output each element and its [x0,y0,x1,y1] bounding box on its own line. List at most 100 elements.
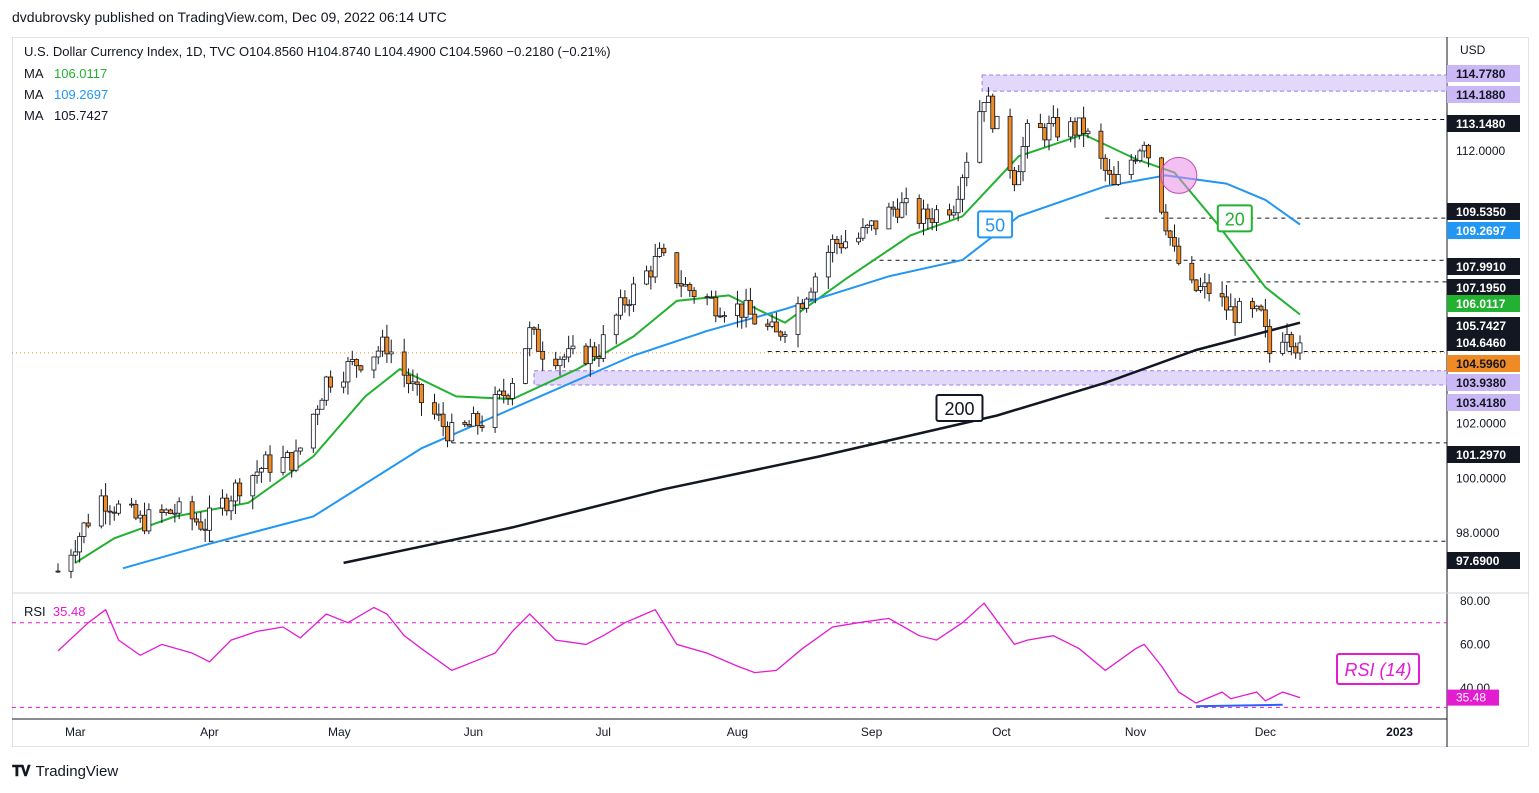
candle-body [358,365,364,371]
candle-body [419,383,424,404]
candle-body [85,522,91,527]
candle-body [1024,123,1030,147]
time-tick: Sep [861,725,883,739]
candle-body [934,209,939,223]
price-tag: 97.6900 [1456,554,1500,568]
ma50-annotation-box [977,210,1014,239]
candle-body [103,495,109,512]
ma200-legend[interactable]: MA 105.7427 [24,108,108,123]
candle-body [739,303,745,318]
candle-body [107,510,113,513]
candle-body [505,395,511,399]
candle-body [207,507,212,531]
candle-body [289,452,295,471]
price-tag: 104.6460 [1456,336,1506,350]
ma50-legend[interactable]: MA 109.2697 [24,87,108,102]
candle-body [527,327,533,350]
candle-body [704,296,710,299]
candle-body [748,299,753,315]
price-tick: 98.0000 [1456,526,1500,540]
candle-body [1228,306,1234,311]
candle-body [159,509,165,513]
rsi-last-tag-bg [1447,689,1499,706]
price-tick: 112.0000 [1456,144,1505,158]
footer[interactable]: 𝐓𝐕 TradingView [12,763,118,780]
candle-body [1042,127,1048,141]
divergence-line [1196,703,1283,708]
ma200-line [343,321,1301,565]
ma20-legend[interactable]: MA 106.0117 [24,66,107,81]
candle-body [341,381,347,388]
ma50-annotation: 50 [985,215,1005,235]
price-tag-bg [1447,115,1520,132]
candle-body [137,514,143,519]
price-tick: 102.0000 [1456,417,1506,431]
candle-body [860,227,866,239]
candle-body [981,102,987,113]
price-tag-bg [1447,355,1520,372]
candle-body [328,376,334,388]
candle-body [713,296,719,317]
candle-body [592,346,598,358]
candle-body [172,512,178,515]
candle-body [72,551,78,556]
time-tick: 2023 [1386,725,1413,739]
candle-body [994,115,1000,130]
candle-body [1293,346,1299,354]
candle-body [1146,144,1151,159]
candle-body [782,334,788,337]
rsi-legend[interactable]: RSI 35.48 [24,604,85,619]
candle-body [436,413,442,416]
price-tag: 106.0117 [1456,297,1506,311]
price-tag-bg [1447,295,1520,312]
candle-body [1198,286,1203,291]
candle-body [432,402,437,415]
ma20-legend-label: MA [24,66,44,81]
candle-body [553,358,559,367]
candle-body [68,554,74,572]
candle-body [1280,341,1286,354]
candle-body [1098,130,1104,159]
ma50-legend-label: MA [24,87,44,102]
axes-layer: USD 112.0000 102.0000 100.0000 98.0000 Mar Apr… [65,43,1506,739]
candle-body [890,206,896,210]
ma20-annotation-box [1216,204,1253,233]
candle-body [1237,301,1242,323]
candle-body [1076,117,1082,136]
candle-body [462,422,468,425]
symbol-legend[interactable]: U.S. Dollar Currency Index, 1D, TVC O104… [24,44,611,59]
candle-body [977,111,983,163]
candle-body [254,471,260,477]
candle-body [687,284,693,291]
candle-body [1267,326,1273,354]
candle-body [440,413,446,427]
candle-body [414,381,420,385]
candle-body [825,251,831,278]
candle-body [722,315,727,318]
candle-body [1189,262,1195,281]
candle-body [258,468,264,473]
candle-body [293,450,299,471]
candle-body [146,509,152,532]
rsi-line [57,602,1301,704]
candle-body [1128,159,1134,175]
candle-body [778,331,784,337]
candle-body [81,522,87,537]
candle-body [869,220,874,226]
candle-body [960,177,965,200]
price-tag-bg [1447,222,1520,239]
price-tag-bg [1447,65,1520,82]
candle-body [864,224,870,229]
candle-body [1115,174,1121,185]
candle-body [401,351,407,376]
candle-body [843,241,849,249]
price-tag-bg [1447,334,1520,351]
price-tag: 114.7780 [1456,67,1506,81]
candle-body [466,424,472,427]
footer-brand: TradingView [35,763,119,780]
candle-body [1163,211,1169,232]
candle-body [535,328,541,352]
candle-body [1206,282,1212,294]
time-tick: Apr [200,725,219,739]
